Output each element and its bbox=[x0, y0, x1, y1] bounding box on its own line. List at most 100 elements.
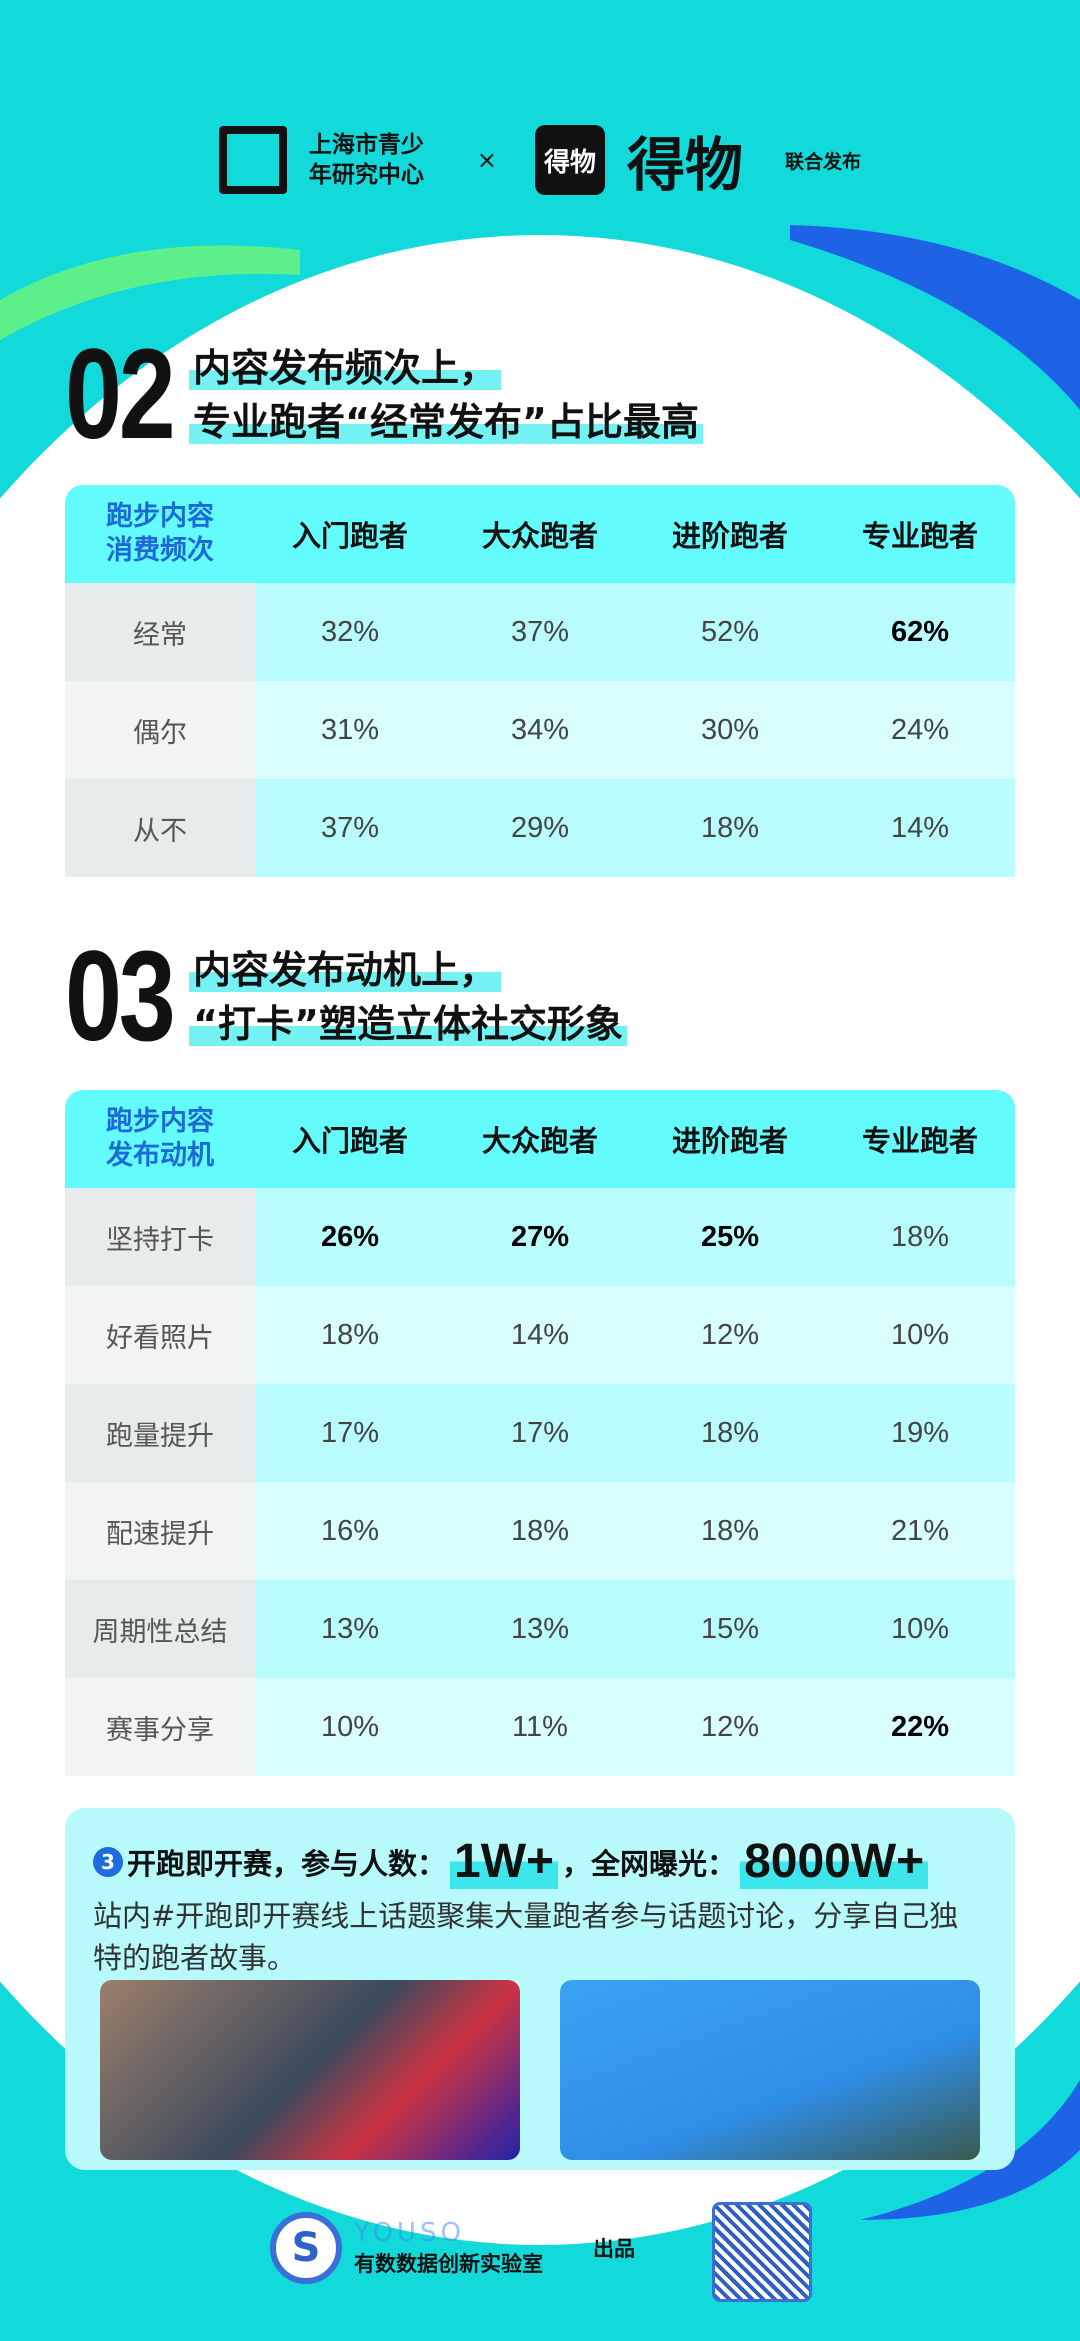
youso-logo-icon: S bbox=[270, 2212, 342, 2284]
row-label: 偶尔 bbox=[65, 681, 255, 779]
table-row: 好看照片 18% 14% 12% 10% bbox=[65, 1286, 1015, 1384]
cell-value: 12% bbox=[635, 1286, 825, 1384]
table-row: 跑量提升 17% 17% 18% 19% bbox=[65, 1384, 1015, 1482]
header-row: 跑步内容发布动机 入门跑者 大众跑者 进阶跑者 专业跑者 bbox=[65, 1090, 1015, 1188]
joint-release: 联合发布 bbox=[785, 150, 862, 173]
table-row: 赛事分享 10% 11% 12% 22% bbox=[65, 1678, 1015, 1776]
column-header: 进阶跑者 bbox=[635, 1090, 825, 1188]
cell-value: 25% bbox=[635, 1188, 825, 1286]
cell-value: 24% bbox=[825, 681, 1015, 779]
cell-value: 22% bbox=[825, 1678, 1015, 1776]
footer: S YOUSO 有数数据创新实验室 出品 bbox=[270, 2212, 635, 2284]
cell-value: 16% bbox=[255, 1482, 445, 1580]
cell-value: 37% bbox=[445, 583, 635, 681]
row-label: 从不 bbox=[65, 779, 255, 877]
table-row: 偶尔 31% 34% 30% 24% bbox=[65, 681, 1015, 779]
org-name-line: 上海市青少 bbox=[308, 132, 424, 158]
column-header: 专业跑者 bbox=[825, 1090, 1015, 1188]
number-badge: 3 bbox=[93, 1846, 123, 1877]
table-row: 周期性总结 13% 13% 15% 10% bbox=[65, 1580, 1015, 1678]
column-header: 大众跑者 bbox=[445, 1090, 635, 1188]
section-number-box: 03 bbox=[65, 925, 176, 1068]
cell-value: 18% bbox=[635, 779, 825, 877]
cell-value: 14% bbox=[825, 779, 1015, 877]
row-label: 赛事分享 bbox=[65, 1678, 255, 1776]
org-name: 上海市青少年研究中心 bbox=[309, 130, 439, 190]
cell-value: 17% bbox=[445, 1384, 635, 1482]
cell-value: 15% bbox=[635, 1580, 825, 1678]
row-label: 配速提升 bbox=[65, 1482, 255, 1580]
dewu-brand: 得物 bbox=[627, 131, 744, 199]
table-row: 配速提升 16% 18% 18% 21% bbox=[65, 1482, 1015, 1580]
exposure-value: 8000W+ bbox=[740, 1834, 929, 1889]
participants-value: 1W+ bbox=[450, 1834, 559, 1889]
org-name-line: 年研究中心 bbox=[308, 162, 424, 188]
row-label: 好看照片 bbox=[65, 1286, 255, 1384]
motivation-table: 跑步内容发布动机 入门跑者 大众跑者 进阶跑者 专业跑者 坚持打卡 26% 27% 25% 18%… bbox=[65, 1090, 1015, 1776]
table-row: 经常 32% 37% 52% 62% bbox=[65, 583, 1015, 681]
row-label: 跑量提升 bbox=[65, 1384, 255, 1482]
header-row: 跑步内容消费频次 入门跑者 大众跑者 进阶跑者 专业跑者 bbox=[65, 485, 1015, 583]
cell-value: 18% bbox=[825, 1188, 1015, 1286]
produced-by: 出品 bbox=[593, 2237, 635, 2261]
section-number: 02 bbox=[65, 323, 176, 466]
campaign-callout: 3 开跑即开赛，参与人数： 1W+ ，全网曝光： 8000W+ 站内#开跑即开赛… bbox=[65, 1808, 1015, 2170]
row-label: 周期性总结 bbox=[65, 1580, 255, 1678]
title-line: “打卡”塑造立体社交形象 bbox=[189, 1002, 627, 1046]
cell-value: 34% bbox=[445, 681, 635, 779]
title-line: 专业跑者“经常发布”占比最高 bbox=[189, 400, 703, 444]
blue-swoosh-bottom bbox=[860, 2080, 1080, 2220]
column-header: 入门跑者 bbox=[255, 1090, 445, 1188]
cell-value: 10% bbox=[825, 1580, 1015, 1678]
row-label: 经常 bbox=[65, 583, 255, 681]
cell-value: 18% bbox=[445, 1482, 635, 1580]
cell-value: 29% bbox=[445, 779, 635, 877]
corner-label: 跑步内容发布动机 bbox=[106, 1106, 214, 1171]
cell-value: 10% bbox=[255, 1678, 445, 1776]
cell-value: 62% bbox=[825, 583, 1015, 681]
cell-value: 31% bbox=[255, 681, 445, 779]
event-photo bbox=[100, 1980, 520, 2160]
title-line: 内容发布频次上， bbox=[189, 346, 502, 390]
section-02-heading: 02 内容发布频次上， 专业跑者“经常发布”占比最高 bbox=[65, 323, 703, 466]
callout-heading: ，全网曝光： bbox=[562, 1846, 737, 1881]
cell-value: 18% bbox=[255, 1286, 445, 1384]
table-row: 从不 37% 29% 18% 14% bbox=[65, 779, 1015, 877]
green-swoosh bbox=[0, 245, 300, 340]
row-label: 坚持打卡 bbox=[65, 1188, 255, 1286]
corner-label: 跑步内容消费频次 bbox=[106, 501, 214, 566]
cell-value: 14% bbox=[445, 1286, 635, 1384]
title-line: 内容发布动机上， bbox=[189, 948, 502, 992]
section-number: 03 bbox=[65, 925, 176, 1068]
cell-value: 52% bbox=[635, 583, 825, 681]
cell-value: 18% bbox=[635, 1482, 825, 1580]
column-header: 入门跑者 bbox=[255, 485, 445, 583]
cell-value: 12% bbox=[635, 1678, 825, 1776]
qr-code[interactable] bbox=[712, 2202, 812, 2302]
blue-swoosh bbox=[790, 225, 1080, 410]
cell-value: 18% bbox=[635, 1384, 825, 1482]
callout-heading: 开跑即开赛，参与人数： bbox=[127, 1846, 447, 1881]
cell-value: 32% bbox=[255, 583, 445, 681]
dewu-app-icon: 得物 bbox=[535, 125, 606, 195]
section-number-box: 02 bbox=[65, 323, 176, 466]
logo-text: YOUSO bbox=[354, 2218, 465, 2248]
lab-name: 有数数据创新实验室 bbox=[354, 2252, 543, 2276]
column-header: 专业跑者 bbox=[825, 485, 1015, 583]
column-header: 进阶跑者 bbox=[635, 485, 825, 583]
cell-value: 27% bbox=[445, 1188, 635, 1286]
cell-value: 10% bbox=[825, 1286, 1015, 1384]
table-row: 坚持打卡 26% 27% 25% 18% bbox=[65, 1188, 1015, 1286]
cell-value: 13% bbox=[445, 1580, 635, 1678]
frequency-table: 跑步内容消费频次 入门跑者 大众跑者 进阶跑者 专业跑者 经常 32% 37% 52% 62% 偶尔… bbox=[65, 485, 1015, 877]
cell-value: 19% bbox=[825, 1384, 1015, 1482]
cell-value: 21% bbox=[825, 1482, 1015, 1580]
corner-header: 跑步内容发布动机 bbox=[65, 1090, 255, 1188]
cell-value: 26% bbox=[255, 1188, 445, 1286]
callout-body: 站内#开跑即开赛线上话题聚集大量跑者参与话题讨论，分享自己独特的跑者故事。 bbox=[93, 1899, 959, 1975]
corner-header: 跑步内容消费频次 bbox=[65, 485, 255, 583]
column-header: 大众跑者 bbox=[445, 485, 635, 583]
cell-value: 30% bbox=[635, 681, 825, 779]
header-logos: 上海市青少 年研究中心 × 得物 得物 联合发布 bbox=[0, 118, 1080, 202]
cell-value: 11% bbox=[445, 1678, 635, 1776]
